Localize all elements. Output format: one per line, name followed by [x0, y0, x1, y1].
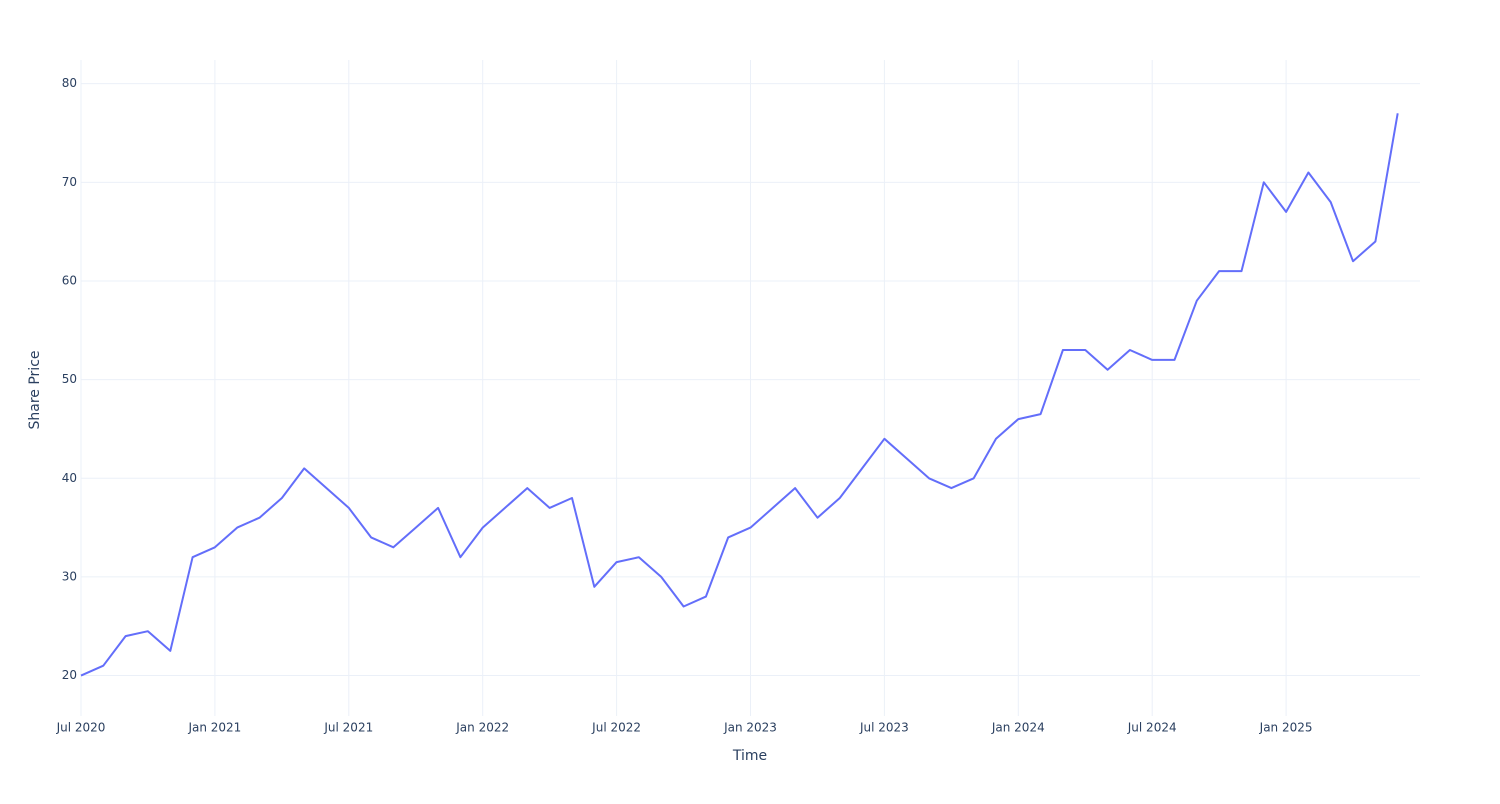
- y-tick-label: 40: [62, 471, 77, 485]
- x-tick-label: Jul 2021: [323, 721, 373, 735]
- y-tick-label: 20: [62, 668, 77, 682]
- x-tick-label: Jul 2022: [591, 721, 641, 735]
- x-tick-label: Jul 2023: [859, 721, 909, 735]
- x-tick-label: Jan 2024: [991, 721, 1045, 735]
- x-tick-label: Jan 2023: [723, 721, 777, 735]
- x-tick-label: Jul 2020: [56, 721, 106, 735]
- x-tick-label: Jan 2021: [187, 721, 241, 735]
- price-line: [80, 113, 1399, 677]
- y-tick-label: 50: [62, 372, 77, 386]
- y-tick-label: 70: [62, 175, 77, 189]
- y-axis-title: Share Price: [27, 350, 43, 429]
- y-tick-label: 80: [62, 76, 77, 90]
- y-tick-label: 30: [62, 569, 77, 583]
- x-axis-title: Time: [732, 748, 767, 764]
- x-tick-label: Jul 2024: [1127, 721, 1177, 735]
- y-tick-label: 60: [62, 273, 77, 287]
- x-tick-label: Jan 2022: [455, 721, 509, 735]
- x-tick-label: Jan 2025: [1259, 721, 1313, 735]
